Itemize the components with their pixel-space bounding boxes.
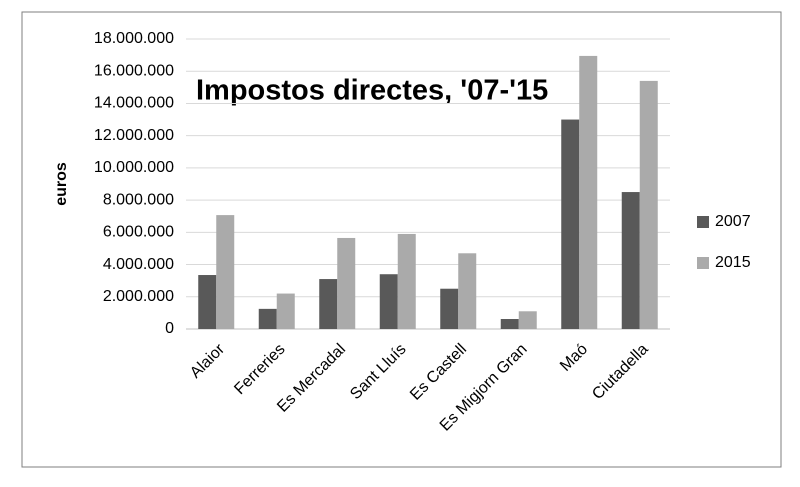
- bar: [379, 274, 398, 329]
- bar: [561, 119, 580, 329]
- bar: [621, 192, 640, 329]
- y-tick-label: 2.000.000: [103, 288, 174, 305]
- bar: [639, 80, 658, 329]
- y-tick-label: 10.000.000: [94, 159, 174, 176]
- legend-swatch: [697, 216, 709, 228]
- y-tick-label: 18.000.000: [94, 30, 174, 47]
- y-tick-label: 14.000.000: [94, 95, 174, 112]
- bar: [276, 293, 295, 329]
- bar: [258, 308, 277, 329]
- bar: [458, 253, 477, 329]
- bar: [579, 55, 598, 330]
- bar: [216, 215, 235, 329]
- y-tick-label: 0: [165, 320, 174, 337]
- bar: [198, 275, 217, 329]
- y-tick-label: 6.000.000: [103, 224, 174, 241]
- bar: [518, 311, 537, 329]
- y-tick-label: 8.000.000: [103, 191, 174, 208]
- bar: [337, 237, 356, 329]
- y-tick-label: 16.000.000: [94, 62, 174, 79]
- bar: [397, 233, 416, 329]
- chart-title: Impostos directes, '07-'15: [196, 75, 548, 107]
- bar: [319, 279, 338, 329]
- y-tick-label: 12.000.000: [94, 127, 174, 144]
- bar: [440, 288, 459, 329]
- y-axis-label: euros: [53, 162, 70, 206]
- bar: [500, 319, 519, 329]
- legend-label: 2007: [715, 213, 751, 230]
- legend-label: 2015: [715, 254, 751, 271]
- legend-swatch: [697, 257, 709, 269]
- y-tick-label: 4.000.000: [103, 256, 174, 273]
